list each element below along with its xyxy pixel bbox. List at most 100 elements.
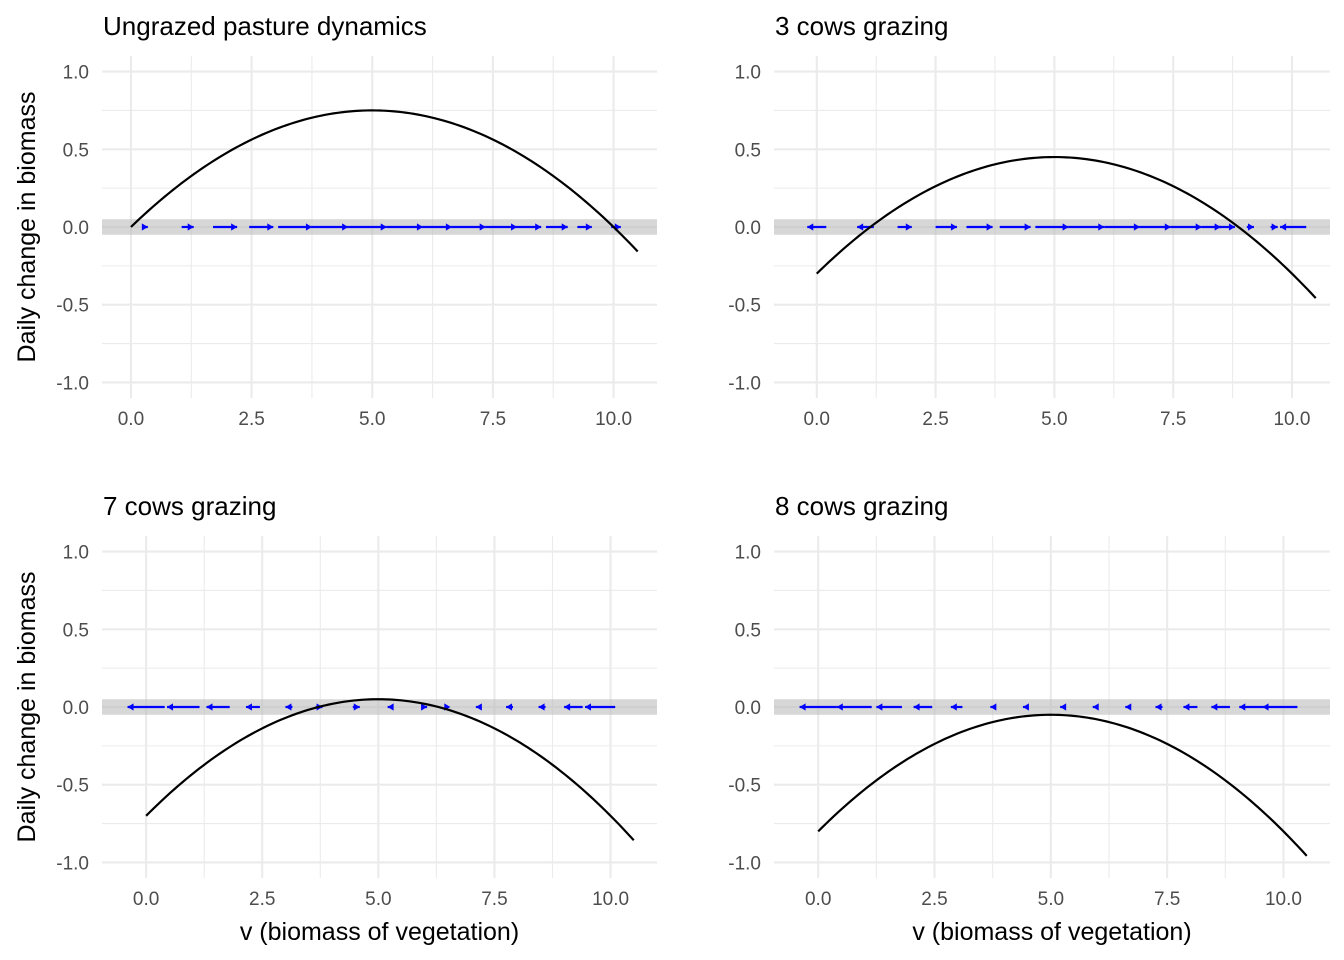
flow-arrow-head bbox=[475, 703, 482, 711]
panel-1: 0.0 2.5 5.0 7.5 10.0 -1.0 -0.5 0.0 0.5 1.0 Ungraze… bbox=[13, 11, 657, 430]
y-tick-label: -1.0 bbox=[56, 853, 89, 874]
flow-arrow-head bbox=[506, 703, 513, 711]
growth-curve bbox=[145, 698, 635, 842]
flow-arrow-head bbox=[990, 703, 997, 711]
flow-arrow-head bbox=[1195, 223, 1202, 231]
y-tick-label: 0.0 bbox=[63, 698, 89, 719]
flow-arrow-head bbox=[836, 703, 843, 711]
flow-arrow-head bbox=[416, 223, 423, 231]
flow-arrow-head bbox=[206, 703, 213, 711]
flow-arrow-head bbox=[535, 223, 542, 231]
x-tick-label: 7.5 bbox=[1154, 889, 1180, 910]
flow-arrow-head bbox=[561, 223, 568, 231]
flow-arrow-head bbox=[511, 223, 518, 231]
flow-arrow-head bbox=[1062, 223, 1069, 231]
x-tick-label: 10.0 bbox=[1265, 889, 1302, 910]
y-tick-label: 0.5 bbox=[63, 140, 89, 161]
y-tick-label: 0.0 bbox=[63, 218, 89, 239]
flow-arrow-head bbox=[141, 223, 148, 231]
y-tick-label: -0.5 bbox=[728, 776, 761, 797]
y-tick-label: -0.5 bbox=[56, 776, 89, 797]
x-tick-label: 7.5 bbox=[1160, 409, 1186, 430]
growth-curve bbox=[817, 713, 1308, 857]
flow-arrow-head bbox=[1133, 223, 1140, 231]
flow-arrow-head bbox=[807, 223, 814, 231]
flow-arrow-head bbox=[1183, 703, 1190, 711]
zero-band bbox=[102, 699, 657, 715]
x-tick-label: 5.0 bbox=[1038, 889, 1064, 910]
x-tick-label: 10.0 bbox=[1273, 409, 1310, 430]
y-tick-label: 0.0 bbox=[735, 218, 761, 239]
panel-title: 8 cows grazing bbox=[775, 491, 948, 521]
y-tick-label: 1.0 bbox=[63, 63, 89, 84]
x-tick-label: 2.5 bbox=[921, 889, 947, 910]
growth-curve bbox=[130, 109, 639, 253]
x-tick-label: 0.0 bbox=[805, 889, 831, 910]
flow-arrow-head bbox=[950, 703, 957, 711]
flow-arrow-head bbox=[1211, 703, 1218, 711]
flow-arrow-head bbox=[1155, 703, 1162, 711]
flow-arrow-head bbox=[187, 223, 194, 231]
growth-curve bbox=[816, 155, 1317, 299]
flow-arrow-head bbox=[479, 223, 486, 231]
flow-arrow-head bbox=[167, 703, 174, 711]
x-tick-label: 2.5 bbox=[922, 409, 948, 430]
x-tick-label: 7.5 bbox=[480, 409, 506, 430]
x-tick-label: 10.0 bbox=[595, 409, 632, 430]
panel-title: 3 cows grazing bbox=[775, 11, 948, 41]
flow-arrow-head bbox=[1262, 703, 1269, 711]
flow-arrow-head bbox=[1125, 703, 1132, 711]
y-tick-label: 0.5 bbox=[63, 620, 89, 641]
flow-arrow-head bbox=[1228, 223, 1235, 231]
flow-arrow-head bbox=[380, 223, 387, 231]
flow-arrow-head bbox=[913, 703, 920, 711]
flow-arrow-head bbox=[445, 223, 452, 231]
flow-arrow-head bbox=[799, 703, 806, 711]
panel-3: 0.0 2.5 5.0 7.5 10.0 -1.0 -0.5 0.0 0.5 1.0 7 cows … bbox=[13, 491, 657, 946]
flow-arrow-head bbox=[538, 703, 545, 711]
x-tick-label: 0.0 bbox=[133, 889, 159, 910]
x-tick-label: 5.0 bbox=[365, 889, 391, 910]
y-tick-label: 0.5 bbox=[735, 620, 761, 641]
y-tick-label: -0.5 bbox=[728, 296, 761, 317]
y-axis-title: Daily change in biomass bbox=[13, 92, 41, 363]
x-tick-label: 0.0 bbox=[118, 409, 144, 430]
panel-2: 0.0 2.5 5.0 7.5 10.0 -1.0 -0.5 0.0 0.5 1.0 3 cows … bbox=[728, 11, 1330, 430]
flow-arrow-head bbox=[1022, 703, 1029, 711]
x-axis-title: v (biomass of vegetation) bbox=[912, 918, 1191, 946]
flow-arrow-head bbox=[267, 223, 274, 231]
x-tick-label: 0.0 bbox=[804, 409, 830, 430]
flow-arrow-head bbox=[1280, 223, 1287, 231]
flow-arrow-head bbox=[986, 223, 993, 231]
y-tick-label: -1.0 bbox=[728, 373, 761, 394]
flow-arrow-head bbox=[285, 703, 292, 711]
y-tick-label: -1.0 bbox=[56, 373, 89, 394]
flow-arrow-head bbox=[1060, 703, 1067, 711]
x-tick-label: 7.5 bbox=[481, 889, 507, 910]
y-tick-label: -1.0 bbox=[728, 853, 761, 874]
x-tick-label: 5.0 bbox=[359, 409, 385, 430]
x-axis-title: v (biomass of vegetation) bbox=[240, 918, 519, 946]
flow-arrow-head bbox=[245, 703, 252, 711]
flow-arrow-head bbox=[585, 703, 592, 711]
flow-arrow-head bbox=[857, 223, 864, 231]
y-tick-label: 1.0 bbox=[735, 63, 761, 84]
flow-arrow-head bbox=[1092, 703, 1099, 711]
y-axis-title: Daily change in biomass bbox=[13, 572, 41, 843]
flow-arrow-head bbox=[387, 703, 394, 711]
flow-arrow-head bbox=[1164, 223, 1171, 231]
flow-arrow-head bbox=[1271, 223, 1278, 231]
flow-arrow-head bbox=[564, 703, 571, 711]
flow-arrow-head bbox=[127, 703, 134, 711]
y-tick-label: 1.0 bbox=[735, 543, 761, 564]
flow-arrow-head bbox=[905, 223, 912, 231]
panel-4: 0.0 2.5 5.0 7.5 10.0 -1.0 -0.5 0.0 0.5 1.0 8 cows … bbox=[728, 491, 1330, 946]
y-tick-label: 0.5 bbox=[735, 140, 761, 161]
flow-arrow-head bbox=[1024, 223, 1031, 231]
flow-arrow-head bbox=[353, 703, 360, 711]
y-tick-label: 1.0 bbox=[63, 543, 89, 564]
zero-band bbox=[774, 699, 1330, 715]
flow-arrow-head bbox=[585, 223, 592, 231]
flow-arrow-head bbox=[305, 223, 312, 231]
